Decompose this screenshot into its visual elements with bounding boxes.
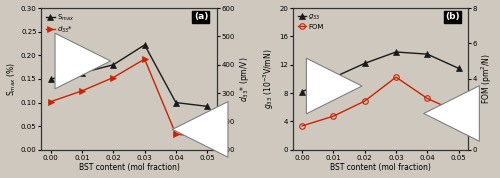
X-axis label: BST content (mol fraction): BST content (mol fraction) bbox=[330, 163, 431, 172]
Text: (a): (a) bbox=[194, 12, 208, 21]
Y-axis label: $d_{33}$* (pm/V): $d_{33}$* (pm/V) bbox=[238, 56, 250, 102]
X-axis label: BST content (mol fraction): BST content (mol fraction) bbox=[78, 163, 180, 172]
Y-axis label: $g_{33}$ (10$^{-3}$V/mN): $g_{33}$ (10$^{-3}$V/mN) bbox=[262, 49, 276, 109]
Text: (b): (b) bbox=[445, 12, 460, 21]
Y-axis label: FOM (pm$^2$/N): FOM (pm$^2$/N) bbox=[480, 53, 494, 104]
Legend: $g_{33}$, FOM: $g_{33}$, FOM bbox=[296, 12, 325, 31]
Y-axis label: S$_{max}$ (%): S$_{max}$ (%) bbox=[6, 62, 18, 96]
Legend: S$_{max}$, $d_{33}$*: S$_{max}$, $d_{33}$* bbox=[45, 12, 76, 36]
